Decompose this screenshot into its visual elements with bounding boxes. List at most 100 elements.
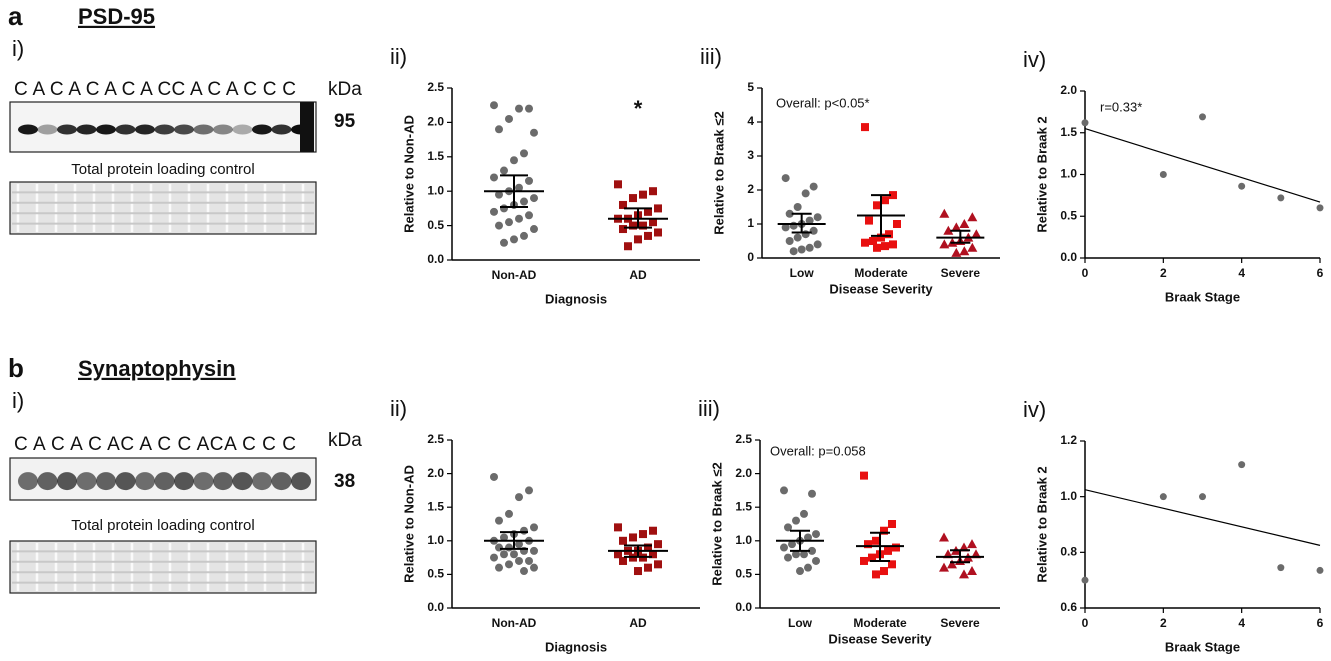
y-axis-label: Relative to Braak 2 <box>1034 116 1049 232</box>
blot-band <box>77 472 97 490</box>
blot-band <box>57 125 77 135</box>
y-tick-label: 1.0 <box>427 533 444 547</box>
y-tick-label: 0.0 <box>735 600 752 614</box>
data-point <box>810 183 818 191</box>
blot-band <box>213 125 233 135</box>
data-point <box>500 167 508 175</box>
data-point <box>1277 194 1284 201</box>
data-point <box>510 235 518 243</box>
data-point <box>1082 119 1089 126</box>
data-point <box>812 530 820 538</box>
data-point <box>490 208 498 216</box>
blot-band <box>155 125 175 135</box>
data-point <box>500 239 508 247</box>
data-point <box>881 242 889 250</box>
panel-label: i) <box>12 388 24 413</box>
data-point <box>1317 567 1324 574</box>
y-tick-label: 1.5 <box>1060 125 1077 139</box>
y-tick-label: 0.5 <box>427 567 444 581</box>
blot-band <box>272 472 292 490</box>
data-point <box>1199 113 1206 120</box>
data-point <box>525 557 533 565</box>
data-point <box>794 203 802 211</box>
control-label: Total protein loading control <box>71 517 254 534</box>
data-point <box>515 105 523 113</box>
section-letter: a <box>8 1 23 31</box>
data-point <box>786 237 794 245</box>
section-letter: b <box>8 353 24 383</box>
y-tick-label: 1.0 <box>735 533 752 547</box>
y-tick-label: 0.8 <box>1060 545 1077 559</box>
data-point <box>790 222 798 230</box>
data-point <box>939 563 949 572</box>
y-tick-label: 1.0 <box>1060 489 1077 503</box>
data-point <box>634 567 642 575</box>
y-tick-label: 2 <box>747 182 754 196</box>
data-point <box>490 173 498 181</box>
y-axis-label: Relative to Braak 2 <box>1034 466 1049 582</box>
data-point <box>490 101 498 109</box>
x-tick-label: Low <box>790 266 815 280</box>
data-point <box>510 156 518 164</box>
x-tick-label: AD <box>629 616 647 630</box>
y-axis-label: Relative to Non-AD <box>401 115 416 233</box>
data-point <box>1160 171 1167 178</box>
lane-labels: C A C A C A C A CC A C A C C C <box>14 79 296 100</box>
kda-value: 95 <box>334 111 356 132</box>
y-tick-label: 0.5 <box>1060 208 1077 222</box>
fit-line <box>1085 129 1320 202</box>
x-tick-label: Severe <box>941 266 981 280</box>
y-tick-label: 0.0 <box>427 252 444 266</box>
data-point <box>782 174 790 182</box>
y-tick-label: 0.6 <box>1060 600 1077 614</box>
blot-band <box>38 125 58 135</box>
y-tick-label: 0.5 <box>735 567 752 581</box>
data-point <box>888 520 896 528</box>
y-tick-label: 1.0 <box>1060 167 1077 181</box>
blot-band <box>174 125 194 135</box>
panel-label: iv) <box>1023 397 1046 422</box>
data-point <box>881 196 889 204</box>
data-point <box>619 557 627 565</box>
x-tick-label: Non-AD <box>492 268 537 282</box>
data-point <box>784 554 792 562</box>
x-tick-label: 0 <box>1082 266 1089 280</box>
data-point <box>490 473 498 481</box>
data-point <box>872 570 880 578</box>
blot-band <box>291 472 311 490</box>
blot-band <box>116 125 136 135</box>
data-point <box>530 564 538 572</box>
y-tick-label: 0.5 <box>427 218 444 232</box>
blot-band <box>194 125 214 135</box>
data-point <box>951 248 961 257</box>
data-point <box>654 540 662 548</box>
blot-band <box>18 125 38 135</box>
blot-band <box>300 102 314 152</box>
blot-band <box>57 472 77 490</box>
y-tick-label: 1.2 <box>1060 433 1077 447</box>
panel-label: ii) <box>390 396 407 421</box>
data-point <box>505 115 513 123</box>
data-point <box>644 564 652 572</box>
data-point <box>806 244 814 252</box>
data-point <box>967 566 977 575</box>
data-point <box>629 194 637 202</box>
data-point <box>515 557 523 565</box>
kda-value: 38 <box>334 471 355 492</box>
blot-band <box>233 472 253 490</box>
data-point <box>654 204 662 212</box>
annotation: r=0.33* <box>1100 99 1142 114</box>
y-tick-label: 0.0 <box>1060 250 1077 264</box>
data-point <box>1082 577 1089 584</box>
x-axis-label: Disease Severity <box>829 281 933 296</box>
data-point <box>884 547 892 555</box>
data-point <box>860 557 868 565</box>
data-point <box>510 550 518 558</box>
data-point <box>804 564 812 572</box>
data-point <box>505 544 513 552</box>
data-point <box>644 232 652 240</box>
blot-band <box>233 125 253 135</box>
blot-band <box>135 472 155 490</box>
x-axis-label: Diagnosis <box>545 639 607 654</box>
panel-label: iii) <box>700 44 722 69</box>
